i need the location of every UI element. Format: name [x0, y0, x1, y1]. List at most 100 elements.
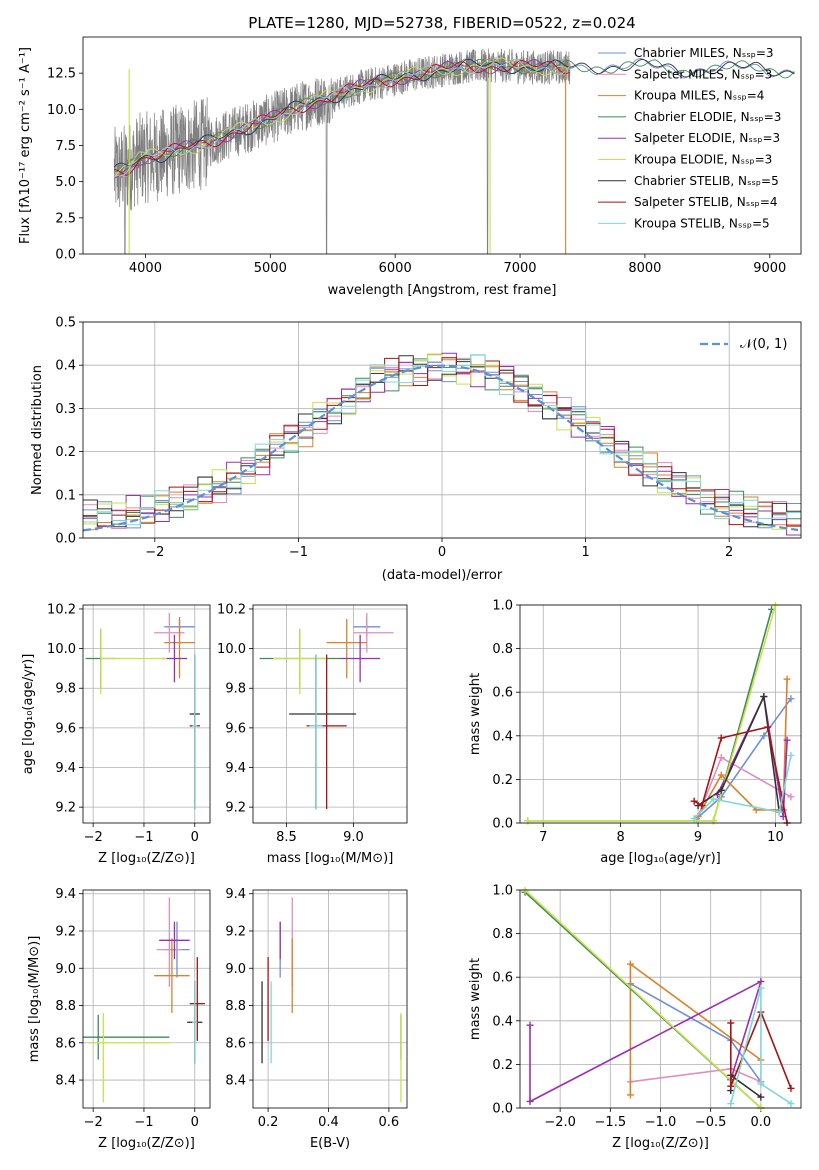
mass_vs_ebv-xlabel: E(B-V)	[310, 1136, 350, 1151]
mass_vs_ebv-points	[261, 897, 402, 1103]
mass_weight_vs_age-ytick-label: 0.6	[492, 686, 513, 701]
mass_vs_ebv-ytick-label: 8.4	[225, 1074, 246, 1089]
axes-frame	[82, 604, 211, 824]
mass_weight_vs_Z-ytick-label: 0.0	[492, 1102, 513, 1117]
marker-salpeter_stelib	[727, 1082, 735, 1090]
marker-kroupa_stelib	[787, 1100, 795, 1108]
marker-salpeter_elodie	[757, 978, 765, 986]
age_vs_mass-point-kroupa_stelib	[309, 654, 323, 810]
mass_weight_vs_Z-xtick-label: −1.5	[595, 1115, 627, 1130]
legend-label-chabrier_miles: Chabrier MILES, Nₛₛₚ=3	[634, 46, 774, 60]
mass_weight_vs_age-ytick-label: 1.0	[492, 599, 513, 614]
marker-chabrier_stelib	[757, 1093, 765, 1101]
mass_vs_Z-point-chabrier_elodie	[83, 1014, 170, 1060]
axes-frame	[519, 889, 802, 1109]
legend-label-salpeter_miles: Salpeter MILES, Nₛₛₚ=3	[634, 67, 772, 81]
mass_vs_ebv-ytick-label: 8.6	[225, 1036, 246, 1051]
mass_weight_vs_Z-xtick-label: −1.0	[645, 1115, 677, 1130]
marker-salpeter_stelib	[764, 723, 772, 731]
axes-frame	[252, 604, 408, 824]
age_vs_Z-xtick-label: −2	[84, 830, 103, 845]
mass_weight_vs_age-ytick-label: 0.4	[492, 729, 513, 744]
mass_weight_vs_Z-xtick-label: 0.0	[751, 1115, 772, 1130]
mass_weight_vs_age-xtick-label: 8	[616, 830, 624, 845]
age_vs_mass-ytick-label: 10.2	[217, 602, 246, 617]
marker-kroupa_stelib	[727, 1100, 735, 1108]
mass_weight_vs_age-xtick-label: 10	[767, 830, 784, 845]
mass_vs_ebv-xtick-label: 0.4	[318, 1115, 339, 1130]
series-kroupa_elodie	[524, 889, 762, 1109]
age_vs_mass-ytick-label: 9.8	[225, 682, 246, 697]
age_vs_Z-panel	[79, 605, 210, 827]
residuals-xtick-label: 1	[581, 545, 589, 560]
spectrum-lines	[113, 48, 795, 254]
mass_weight_vs_Z-xtick-label: −2.0	[544, 1115, 576, 1130]
mass_vs_ebv-xtick-label: 0.6	[379, 1115, 400, 1130]
spectrum-title: PLATE=1280, MJD=52738, FIBERID=0522, z=0…	[248, 14, 635, 32]
model-salpeter_elodie	[114, 59, 570, 179]
mass_weight_vs_age-ytick-label: 0.8	[492, 642, 513, 657]
marker-salpeter_miles	[717, 754, 725, 762]
legend-label-normal: 𝒩(0, 1)	[740, 337, 787, 352]
mass_weight_vs_Z-ytick-label: 0.8	[492, 927, 513, 942]
mass_vs_Z-xtick-label: −2	[84, 1115, 103, 1130]
age_vs_Z-ytick-label: 9.2	[55, 801, 76, 816]
mass_vs_ebv-ytick-label: 8.8	[225, 999, 246, 1014]
legend-label-salpeter_elodie: Salpeter ELODIE, Nₛₛₚ=3	[634, 131, 780, 145]
marker-kroupa_miles	[717, 771, 725, 779]
marker-kroupa_stelib	[757, 984, 765, 992]
age_vs_mass-ytick-label: 10.0	[217, 642, 246, 657]
spectrum-panel	[79, 48, 795, 258]
age_vs_mass-ytick-label: 9.6	[225, 721, 246, 736]
normal-curve	[83, 364, 799, 532]
axes-frame	[252, 889, 408, 1109]
mass_weight_vs_Z-ytick-label: 1.0	[492, 884, 513, 899]
axes-frame	[82, 321, 802, 539]
spectrum-ytick-label: 5.0	[55, 175, 76, 190]
spectrum-xtick-label: 4000	[129, 261, 162, 276]
age_vs_Z-ytick-label: 10.2	[47, 602, 76, 617]
age_vs_Z-ytick-label: 9.6	[55, 721, 76, 736]
legend-label-salpeter_stelib: Salpeter STELIB, Nₛₛₚ=4	[634, 195, 778, 209]
mass_weight_vs_age-panel	[516, 602, 801, 827]
spectrum-ylabel: Flux [fλ10⁻¹⁷ erg cm⁻² s⁻¹ A⁻¹]	[18, 47, 33, 244]
axes-frame	[82, 889, 211, 1109]
mass_vs_Z-xlabel: Z [log₁₀(Z/Z⊙)]	[98, 1136, 195, 1151]
mass_vs_Z-xtick-label: 0	[191, 1115, 199, 1130]
residuals-ytick-label: 0.5	[55, 316, 76, 331]
mass_weight_vs_Z-ylabel: mass weight	[468, 958, 483, 1040]
age_vs_mass-panel	[249, 605, 407, 827]
series-salpeter_elodie	[529, 980, 763, 1103]
mass_weight_vs_age-ytick-label: 0.2	[492, 773, 513, 788]
marker-chabrier_miles	[760, 732, 768, 740]
age_vs_mass-xtick-label: 8.5	[276, 830, 297, 845]
age_vs_mass-ytick-label: 9.4	[225, 761, 246, 776]
mass_vs_Z-point-salpeter_elodie	[159, 921, 190, 959]
marker-chabrier_stelib	[760, 693, 768, 701]
age_vs_mass-point-salpeter_elodie	[340, 634, 381, 683]
mass_vs_ebv-ytick-label: 9.4	[225, 887, 246, 902]
age_vs_mass-points	[259, 612, 394, 810]
mass_vs_ebv-ytick-label: 9.0	[225, 962, 246, 977]
age_vs_Z-point-kroupa_stelib	[192, 654, 198, 810]
mass_vs_Z-ylabel: mass [log₁₀(M/M⊙)]	[27, 936, 42, 1063]
residuals-xlabel: (data-model)/error	[382, 568, 503, 583]
series-chabrier_miles	[695, 698, 792, 820]
residuals-ytick-label: 0.0	[55, 532, 76, 547]
legend-label-chabrier_stelib: Chabrier STELIB, Nₛₛₚ=5	[634, 174, 779, 188]
age_vs_Z-point-kroupa_miles	[164, 618, 195, 679]
mass_vs_Z-xtick-label: −1	[134, 1115, 153, 1130]
spectrum-ytick-label: 0.0	[55, 248, 76, 263]
spectrum-xtick-label: 6000	[379, 261, 412, 276]
age_vs_Z-point-kroupa_elodie	[100, 628, 167, 695]
mass_weight_vs_Z-lines	[521, 887, 795, 1111]
marker-salpeter_stelib	[727, 1019, 735, 1027]
spectrum-xtick-label: 5000	[254, 261, 287, 276]
mass_weight_vs_age-xlabel: age [log₁₀(age/yr)]	[600, 851, 721, 866]
mass_weight_vs_Z-ytick-label: 0.6	[492, 971, 513, 986]
mass_vs_Z-ytick-label: 8.8	[55, 999, 76, 1014]
age_vs_Z-xlabel: Z [log₁₀(Z/Z⊙)]	[98, 851, 195, 866]
marker-chabrier_stelib	[717, 786, 725, 794]
mass_weight_vs_age-xtick-label: 7	[539, 830, 547, 845]
